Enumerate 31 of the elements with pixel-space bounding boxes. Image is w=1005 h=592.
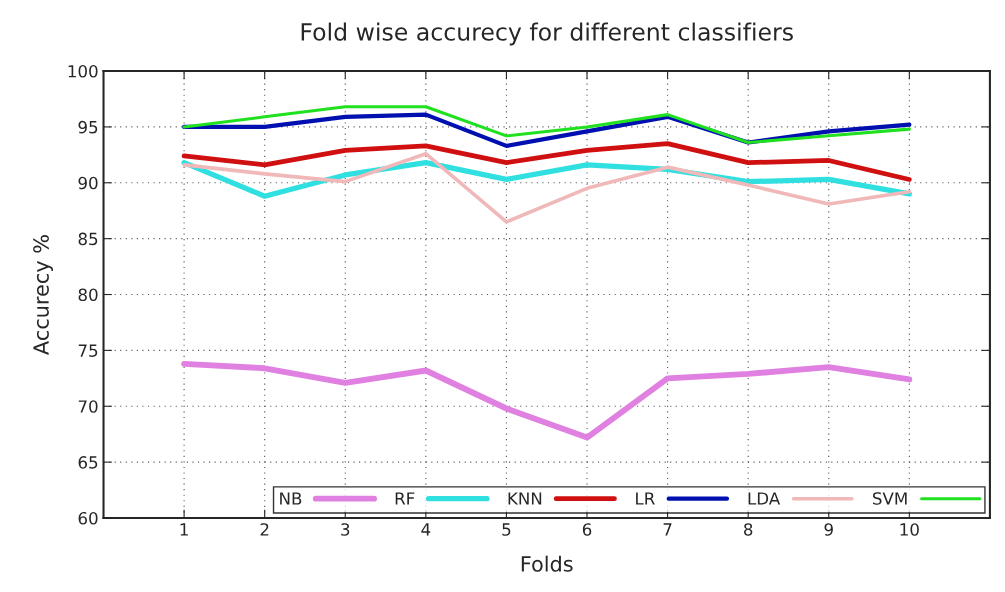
y-tick-label: 70 <box>78 400 98 413</box>
y-tick-label: 80 <box>78 288 98 302</box>
y-tick-label: 85 <box>78 232 98 246</box>
legend-label: RF <box>395 492 415 505</box>
x-tick-label: 5 <box>502 523 511 536</box>
legend-label: KNN <box>508 492 542 505</box>
legend-label: SVM <box>873 492 907 505</box>
legend-label: NB <box>280 492 302 505</box>
x-tick-label: 4 <box>421 523 431 536</box>
x-tick-label: 9 <box>824 523 833 536</box>
y-tick-label: 65 <box>78 456 98 469</box>
y-tick-label: 95 <box>78 120 98 134</box>
x-tick-label: 3 <box>341 523 350 536</box>
x-tick-label: 6 <box>582 523 592 536</box>
line-series <box>181 141 912 182</box>
x-tick-label: 2 <box>260 523 269 536</box>
legend-label: LDA <box>748 492 781 505</box>
line-series <box>182 105 911 145</box>
y-tick-label: 60 <box>78 511 98 525</box>
x-tick-label: 1 <box>180 523 188 536</box>
chart-title: Fold wise accurecy for different classifiers <box>301 22 793 46</box>
line-series <box>182 151 912 224</box>
x-axis-title: Folds <box>521 555 573 572</box>
x-tick-label: 7 <box>663 523 672 536</box>
y-tick-label: 90 <box>78 176 98 190</box>
legend-label: LR <box>636 492 655 505</box>
x-tick-label: 8 <box>744 523 753 536</box>
y-axis-title: Accurecy % <box>33 235 53 355</box>
x-tick-label: 10 <box>900 523 919 536</box>
y-tick-label: 100 <box>68 65 98 78</box>
y-tick-label: 75 <box>78 344 98 357</box>
